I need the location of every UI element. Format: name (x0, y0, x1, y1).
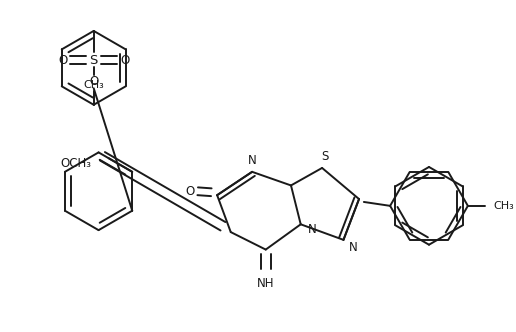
Text: OCH₃: OCH₃ (60, 157, 91, 170)
Text: O: O (58, 53, 67, 67)
Text: S: S (89, 53, 98, 67)
Text: O: O (185, 185, 195, 198)
Text: O: O (120, 53, 130, 67)
Text: CH₃: CH₃ (84, 80, 104, 90)
Text: CH₃: CH₃ (493, 201, 514, 211)
Text: O: O (89, 75, 99, 88)
Text: N: N (248, 154, 256, 167)
Text: NH: NH (257, 277, 275, 290)
Text: N: N (308, 223, 317, 236)
Text: N: N (349, 241, 358, 254)
Text: S: S (321, 150, 329, 163)
